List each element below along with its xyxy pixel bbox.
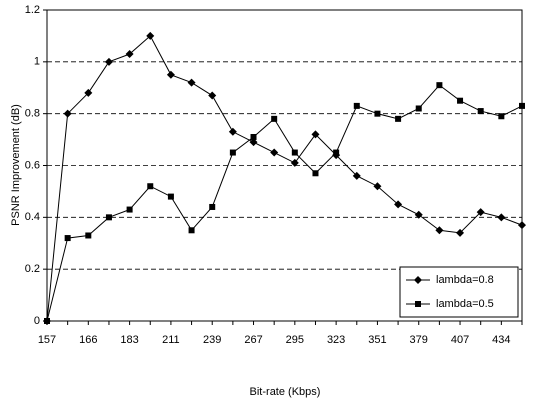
point (476, 208, 485, 217)
y-tick-label: 0.8 (25, 108, 40, 120)
point (146, 31, 155, 40)
x-tick-label: 295 (286, 334, 304, 346)
point (167, 193, 174, 200)
legend-label: lambda=0.5 (436, 298, 494, 310)
point (415, 105, 422, 112)
point (414, 276, 422, 284)
point (414, 210, 423, 219)
point (394, 200, 403, 209)
point (125, 50, 134, 59)
point (270, 148, 279, 157)
point (228, 127, 237, 136)
point (456, 228, 465, 237)
point (85, 232, 92, 239)
point (147, 183, 154, 190)
point (498, 113, 505, 120)
x-tick-label: 157 (38, 334, 56, 346)
x-tick-label: 407 (451, 334, 469, 346)
point (208, 91, 217, 100)
point (290, 158, 299, 167)
point (374, 110, 381, 117)
point (250, 133, 257, 140)
point (209, 203, 216, 210)
point (395, 115, 402, 122)
point (312, 170, 319, 177)
point (105, 214, 112, 221)
point (166, 70, 175, 79)
point (415, 301, 421, 307)
point (353, 102, 360, 109)
legend-box (399, 266, 519, 318)
point (187, 78, 196, 87)
point (84, 88, 93, 97)
x-axis-label: Bit-rate (Kbps) (250, 386, 321, 398)
point (229, 149, 236, 156)
y-tick-label: 0.4 (25, 211, 40, 223)
point (64, 235, 71, 242)
x-tick-label: 323 (327, 334, 345, 346)
x-tick-label: 166 (79, 334, 97, 346)
point (352, 171, 361, 180)
point (373, 182, 382, 191)
legend: lambda=0.8 lambda=0.5 (399, 266, 519, 318)
point (518, 221, 526, 230)
y-axis-label: PSNR Improvement (dB) (10, 104, 22, 226)
point (126, 206, 133, 213)
point (497, 213, 506, 222)
y-tick-label: 0.6 (25, 159, 40, 171)
point (519, 102, 525, 109)
x-tick-label: 379 (410, 334, 428, 346)
y-tick-label: 1.2 (25, 4, 40, 16)
point (457, 97, 464, 104)
point (291, 149, 298, 156)
point (63, 109, 72, 118)
point (104, 57, 113, 66)
y-tick-label: 1 (34, 56, 40, 68)
y-tick-label: 0 (34, 315, 40, 327)
point (333, 149, 340, 156)
x-tick-label: 183 (120, 334, 138, 346)
x-tick-label: 351 (368, 334, 386, 346)
y-tick-label: 0.2 (25, 263, 40, 275)
x-tick-label: 239 (203, 334, 221, 346)
point (477, 108, 484, 115)
point (44, 318, 50, 324)
point (435, 226, 444, 235)
plot-frame (46, 9, 523, 322)
x-tick-label: 434 (492, 334, 510, 346)
point (271, 115, 278, 122)
legend-label: lambda=0.8 (436, 274, 494, 286)
series-line (46, 84, 523, 322)
point (249, 138, 258, 147)
point (436, 82, 443, 89)
x-tick-label: 267 (244, 334, 262, 346)
point (311, 130, 320, 139)
x-tick-label: 211 (162, 334, 180, 346)
point (188, 227, 195, 234)
